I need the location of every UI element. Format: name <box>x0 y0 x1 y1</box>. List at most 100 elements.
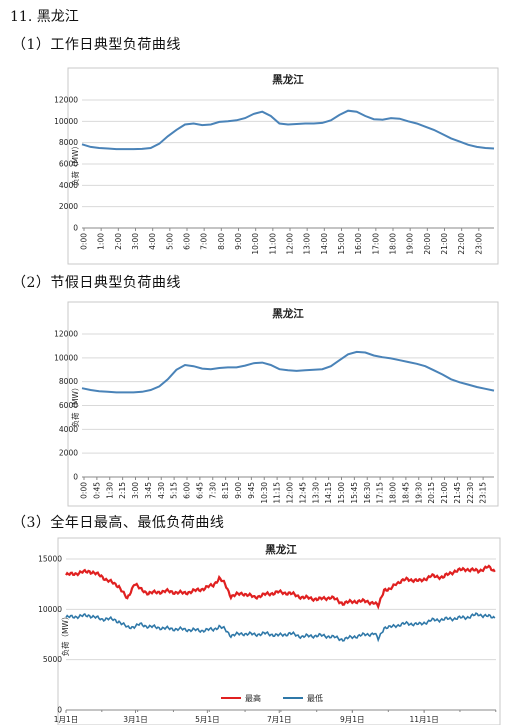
x-tick-label: 15:00 <box>337 482 346 504</box>
x-tick-label: 22:30 <box>466 482 475 504</box>
y-tick-label: 6000 <box>59 401 78 410</box>
x-tick-label: 12:00 <box>286 233 295 255</box>
x-tick-label: 17:15 <box>376 482 385 504</box>
x-tick-label: 20:15 <box>427 482 436 504</box>
y-tick-label: 10000 <box>54 353 78 362</box>
x-tick-label: 5月1日 <box>195 715 220 724</box>
x-tick-label: 5:00 <box>165 233 174 250</box>
x-tick-label: 13:30 <box>311 482 320 504</box>
x-tick-label: 4:30 <box>157 482 166 499</box>
y-tick-label: 8000 <box>59 377 78 386</box>
y-axis-label: 负荷（MW） <box>60 613 70 657</box>
x-tick-label: 9:00 <box>234 482 243 499</box>
chart-title: 黑龙江 <box>272 307 304 320</box>
y-tick-label: 15000 <box>38 555 62 564</box>
max-load-series-line <box>65 564 496 610</box>
load-series-line <box>81 109 495 151</box>
page-heading: 11. 黑龙江 <box>10 9 79 25</box>
x-tick-label: 9:00 <box>234 233 243 250</box>
holiday-load-chart: 黑龙江 0 2000 4000 6000 8000 10000 12000 负荷（MW） 0:00… <box>54 301 499 507</box>
x-tick-label: 11月1日 <box>409 715 438 724</box>
x-tick-label: 2:00 <box>114 233 123 250</box>
x-tick-label: 7:30 <box>208 482 217 499</box>
y-tick-label: 8000 <box>59 138 78 147</box>
x-tick-label: 10:00 <box>251 233 260 255</box>
y-tick-label: 4000 <box>59 425 78 434</box>
x-tick-label: 5:15 <box>170 482 179 499</box>
x-tick-label: 3月1日 <box>123 715 148 724</box>
x-tick-label: 18:45 <box>401 482 410 504</box>
x-tick-label: 21:45 <box>453 482 462 504</box>
x-tick-label: 11:00 <box>268 233 277 255</box>
x-tick-label: 6:00 <box>183 482 192 499</box>
workday-load-chart: 黑龙江 0 2000 4000 6000 8000 10000 12000 负荷（MW） 0:00… <box>54 67 499 265</box>
x-tick-label: 21:00 <box>440 482 449 504</box>
x-tick-label: 7月1日 <box>267 715 292 724</box>
x-tick-label: 3:00 <box>131 482 140 499</box>
y-tick-label: 4000 <box>59 181 78 190</box>
y-tick-label: 2000 <box>59 449 78 458</box>
x-tick-label: 10:30 <box>260 482 269 504</box>
x-tick-label: 18:00 <box>389 482 398 504</box>
section-title-workday: （1）工作日典型负荷曲线 <box>12 37 181 53</box>
x-tick-label: 6:45 <box>195 482 204 499</box>
x-tick-label: 1:30 <box>105 482 114 499</box>
x-tick-label: 0:00 <box>80 482 89 499</box>
y-axis-label: 负荷（MW） <box>70 142 80 186</box>
x-tick-label: 23:00 <box>474 233 483 255</box>
y-tick-label: 2000 <box>59 202 78 211</box>
x-tick-label: 20:00 <box>423 233 432 255</box>
x-tick-label: 0:00 <box>80 233 89 250</box>
x-tick-label: 1:00 <box>97 233 106 250</box>
x-tick-label: 8:15 <box>221 482 230 499</box>
x-tick-label: 14:00 <box>320 233 329 255</box>
annual-max-min-chart: 黑龙江 0 5000 10000 15000 负荷（MW） 1月1日 3月1日 5月1日 7月1日… <box>38 537 501 725</box>
x-tick-label: 9:45 <box>247 482 256 499</box>
chart-frame <box>67 67 499 265</box>
chart-title: 黑龙江 <box>272 73 304 86</box>
x-tick-label: 3:45 <box>144 482 153 499</box>
legend-min-label: 最低 <box>307 693 323 703</box>
y-tick-label: 0 <box>73 224 78 233</box>
x-tick-label: 19:30 <box>414 482 423 504</box>
x-tick-label: 15:00 <box>337 233 346 255</box>
x-tick-label: 16:00 <box>354 233 363 255</box>
x-tick-label: 13:00 <box>303 233 312 255</box>
x-tick-label: 21:00 <box>440 233 449 255</box>
x-tick-label: 14:15 <box>324 482 333 504</box>
x-tick-label: 4:00 <box>148 233 157 250</box>
section-title-annual: （3）全年日最高、最低负荷曲线 <box>12 515 225 531</box>
x-tick-label: 18:00 <box>389 233 398 255</box>
y-tick-label: 0 <box>57 706 62 715</box>
chart-frame <box>57 537 501 725</box>
y-axis-label: 负荷（MW） <box>70 384 80 428</box>
chart-frame <box>67 301 499 507</box>
x-tick-label: 11:15 <box>273 482 282 504</box>
y-tick-label: 12000 <box>54 96 78 105</box>
x-tick-label: 2:15 <box>118 482 127 499</box>
y-tick-label: 10000 <box>54 117 78 126</box>
x-tick-label: 8:00 <box>217 233 226 250</box>
y-tick-label: 12000 <box>54 330 78 339</box>
y-tick-label: 5000 <box>43 655 62 664</box>
x-tick-label: 12:00 <box>286 482 295 504</box>
section-title-holiday: （2）节假日典型负荷曲线 <box>12 275 181 291</box>
chart-title: 黑龙江 <box>265 543 297 556</box>
load-series-line <box>81 350 495 394</box>
x-tick-label: 17:00 <box>371 233 380 255</box>
x-tick-label: 6:00 <box>183 233 192 250</box>
x-tick-label: 19:00 <box>406 233 415 255</box>
x-tick-label: 9月1日 <box>340 715 365 724</box>
x-tick-label: 7:00 <box>200 233 209 250</box>
x-tick-label: 23:15 <box>479 482 488 504</box>
x-tick-label: 1月1日 <box>54 715 79 724</box>
x-tick-label: 15:45 <box>350 482 359 504</box>
x-tick-label: 22:00 <box>457 233 466 255</box>
x-tick-label: 16:30 <box>363 482 372 504</box>
x-tick-label: 0:45 <box>92 482 101 499</box>
legend-max-label: 最高 <box>245 693 261 703</box>
y-tick-label: 6000 <box>59 160 78 169</box>
x-tick-label: 12:45 <box>298 482 307 504</box>
min-load-series-line <box>65 612 496 643</box>
y-tick-label: 0 <box>73 473 78 482</box>
